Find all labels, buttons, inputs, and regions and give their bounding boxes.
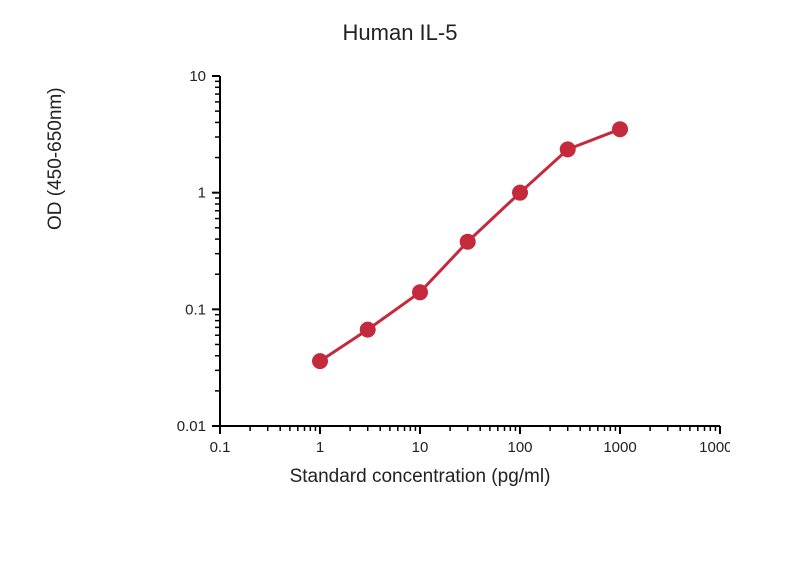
data-point (360, 322, 376, 338)
chart-container: Human IL-5 OD (450-650nm) 0.111010010001… (60, 20, 740, 540)
chart-title: Human IL-5 (60, 20, 740, 46)
plot-svg: 0.11101001000100000.010.1110 (170, 66, 730, 476)
x-tick-label: 100 (507, 439, 532, 456)
x-tick-label: 1000 (603, 439, 636, 456)
y-tick-label: 0.1 (185, 301, 206, 318)
axes (220, 76, 720, 426)
data-point (612, 121, 628, 137)
x-tick-label: 10 (412, 439, 429, 456)
y-tick-label: 1 (198, 185, 206, 202)
y-axis-label: OD (450-650nm) (45, 87, 67, 230)
y-tick-label: 10 (189, 68, 206, 85)
data-point (312, 353, 328, 369)
data-point (560, 141, 576, 157)
data-point (512, 185, 528, 201)
data-point (412, 284, 428, 300)
y-tick-label: 0.01 (177, 418, 206, 435)
x-tick-label: 1 (316, 439, 324, 456)
data-point (460, 234, 476, 250)
x-tick-label: 10000 (699, 439, 730, 456)
x-tick-label: 0.1 (210, 439, 231, 456)
plot-area: 0.11101001000100000.010.1110 (170, 66, 670, 416)
